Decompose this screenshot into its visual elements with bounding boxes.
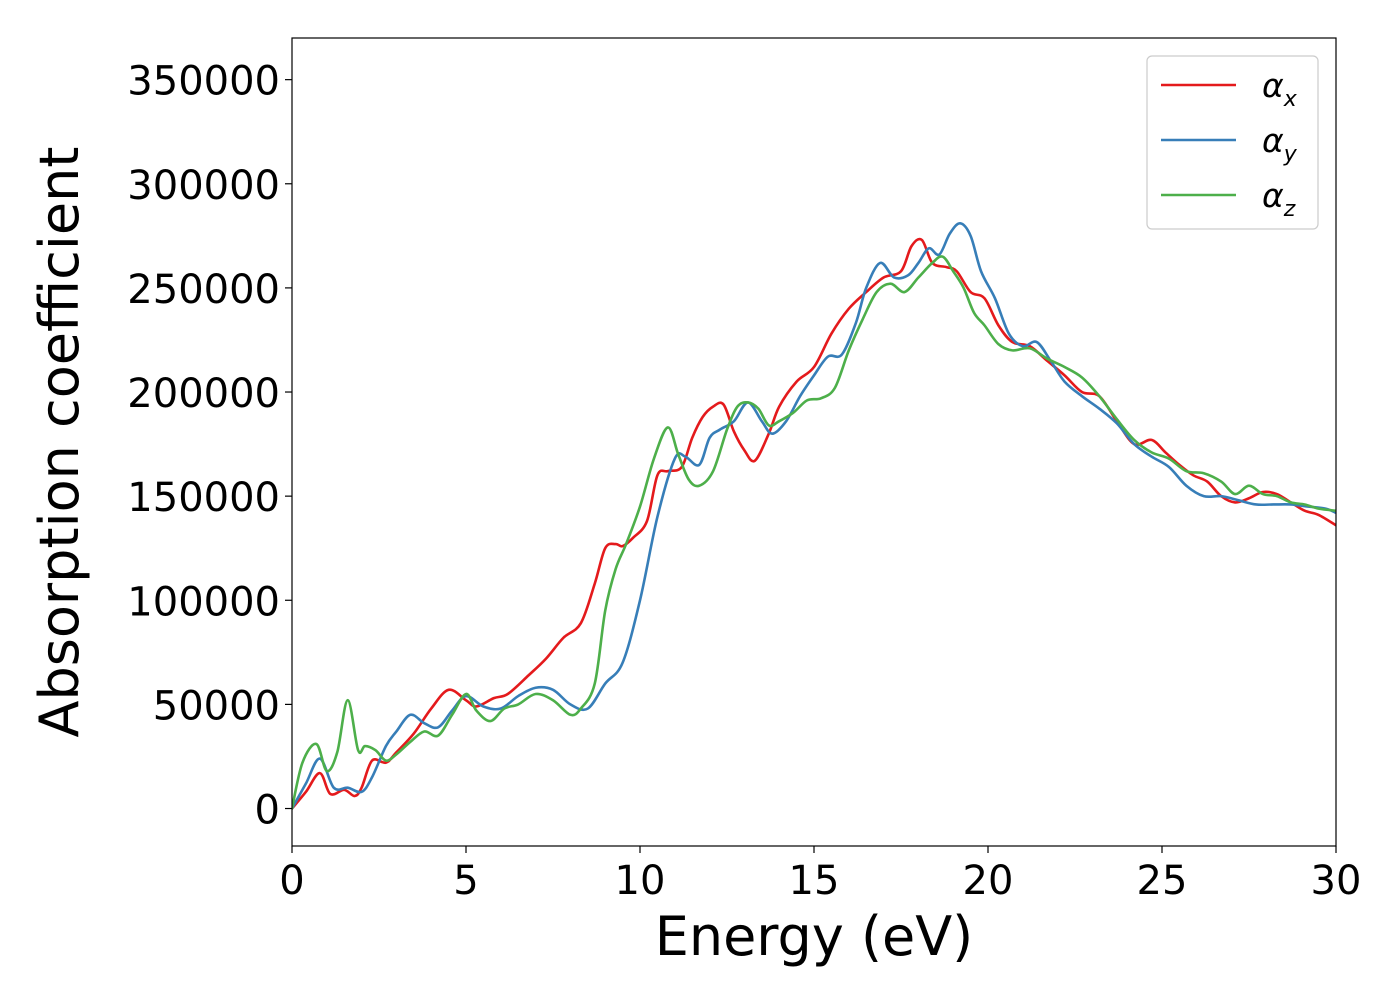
series-line-z bbox=[292, 255, 1336, 810]
series-layer bbox=[292, 222, 1336, 810]
legend-label: αz bbox=[1262, 176, 1296, 222]
x-tick-label: 0 bbox=[279, 858, 304, 904]
legend: αx αy αz bbox=[1146, 55, 1319, 230]
series-line-x bbox=[292, 237, 1336, 810]
legend-box bbox=[1146, 55, 1319, 230]
legend-item-z: αz bbox=[1161, 176, 1296, 222]
y-tick-label: 350000 bbox=[127, 59, 280, 105]
legend-item-y: αy bbox=[1161, 121, 1298, 167]
y-tick-label: 150000 bbox=[127, 475, 280, 521]
x-tick-label: 20 bbox=[963, 858, 1014, 904]
y-tick-label: 200000 bbox=[127, 371, 280, 417]
x-tick-label: 30 bbox=[1311, 858, 1362, 904]
y-tick-label: 250000 bbox=[127, 267, 280, 313]
y-axis-title: Absorption coefficient bbox=[28, 147, 91, 738]
x-tick-label: 10 bbox=[615, 858, 666, 904]
legend-label: αy bbox=[1262, 121, 1298, 167]
series-line-y bbox=[292, 222, 1336, 810]
legend-label: αx bbox=[1262, 66, 1298, 112]
x-tick-label: 25 bbox=[1137, 858, 1188, 904]
x-axis-ticks: 0 5 10 15 20 25 30 bbox=[279, 846, 1361, 904]
y-axis-ticks: 0 50000 100000 150000 200000 250000 300000 3500… bbox=[127, 59, 292, 834]
x-tick-label: 15 bbox=[789, 858, 840, 904]
x-tick-label: 5 bbox=[453, 858, 478, 904]
y-tick-label: 50000 bbox=[153, 683, 280, 729]
x-axis-title: Energy (eV) bbox=[655, 905, 974, 968]
legend-item-x: αx bbox=[1161, 66, 1298, 112]
y-tick-label: 300000 bbox=[127, 163, 280, 209]
y-tick-label: 100000 bbox=[127, 579, 280, 625]
y-tick-label: 0 bbox=[255, 788, 280, 834]
